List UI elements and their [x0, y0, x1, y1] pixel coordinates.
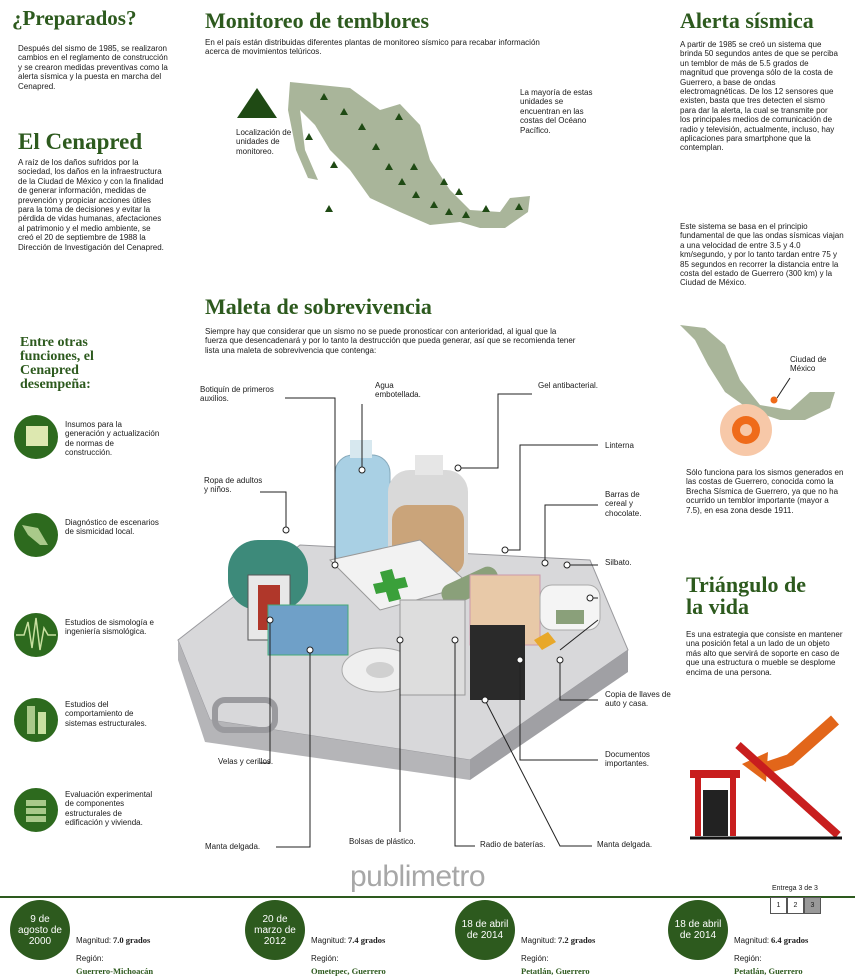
section-title: El Cenapred [18, 130, 142, 153]
region: Petatlán, Guerrero [734, 966, 803, 976]
paragraph: En el país están distribuidas diferentes… [205, 38, 545, 57]
map-label: Ciudad de México [790, 355, 838, 374]
event-date: 18 de abril de 2014 [668, 900, 728, 960]
event-date: 18 de abril de 2014 [455, 900, 515, 960]
magnitude: 7.0 grados [113, 935, 150, 945]
kit-item: Radio de baterías. [480, 840, 560, 849]
kit-item: Copia de llaves de auto y casa. [605, 690, 675, 709]
kit-item: Botiquín de primeros auxilios. [200, 385, 280, 404]
region-label: Región: [311, 954, 339, 963]
event-date: 9 de agosto de 2000 [10, 900, 70, 960]
kit-item: Linterna [605, 441, 665, 450]
function-icons [14, 415, 58, 832]
kit-item: Agua embotellada. [375, 381, 435, 400]
section-title: ¿Preparados? [12, 8, 136, 29]
subtitle: Entre otras funciones, el Cenapred desem… [20, 336, 115, 392]
kit-item: Documentos importantes. [605, 750, 670, 769]
section-title: Triángulo de la vida [686, 574, 806, 618]
map-note: La mayoría de estas unidades se encuentr… [520, 88, 600, 135]
magnitude: 7.4 grados [348, 935, 385, 945]
monitoring-map [288, 82, 530, 228]
kit-item: Manta delgada. [597, 840, 667, 849]
function-item: Insumos para la generación y actualizaci… [65, 420, 160, 458]
function-item: Diagnóstico de escenarios de sismicidad … [65, 518, 160, 537]
paragraph: A partir de 1985 se creó un sistema que … [680, 40, 840, 153]
magnitude-label: Magnitud: [311, 936, 346, 945]
region: Guerrero-Michoacán [76, 966, 153, 976]
map-label: Localización de unidades de monitoreo. [236, 128, 306, 156]
magnitude-label: Magnitud: [521, 936, 556, 945]
kit-item: Barras de cereal y chocolate. [605, 490, 660, 518]
paragraph: Este sistema se basa en el principio fun… [680, 222, 845, 288]
function-item: Estudios del comportamiento de sistemas … [65, 700, 160, 728]
paragraph: Es una estrategia que consiste en manten… [686, 630, 846, 677]
kit-item: Bolsas de plástico. [349, 837, 419, 846]
triangle-of-life [690, 720, 842, 838]
magnitude: 6.4 grados [771, 935, 808, 945]
region: Ometepec, Guerrero [311, 966, 386, 976]
function-item: Estudios de sismología e ingeniería sism… [65, 618, 160, 637]
section-title: Maleta de sobrevivencia [205, 296, 432, 318]
delivery-part: 3 [804, 897, 821, 914]
section-title: Monitoreo de temblores [205, 10, 429, 32]
kit-item: Ropa de adultos y niños. [204, 476, 264, 495]
paragraph: A raíz de los daños sufridos por la soci… [18, 158, 168, 252]
magnitude-label: Magnitud: [76, 936, 111, 945]
delivery-part: 2 [787, 897, 804, 914]
kit-item: Gel antibacterial. [538, 381, 608, 390]
kit-item: Velas y cerillos. [218, 757, 278, 766]
function-item: Evaluación experimental de componentes e… [65, 790, 160, 828]
event-date: 20 de marzo de 2012 [245, 900, 305, 960]
region-label: Región: [734, 954, 762, 963]
paragraph: Sólo funciona para los sismos generados … [686, 468, 846, 515]
kit-item: Silbato. [605, 558, 655, 567]
delivery-part: 1 [770, 897, 787, 914]
kit-item: Manta delgada. [205, 842, 275, 851]
delivery-label: Entrega 3 de 3 [772, 885, 818, 892]
page: { "preparados": {"title": "¿Preparados?"… [0, 0, 855, 977]
section-title: Alerta sísmica [680, 10, 814, 32]
region-label: Región: [76, 954, 104, 963]
paragraph: Siempre hay que considerar que un sismo … [205, 327, 580, 355]
region: Petatlán, Guerrero [521, 966, 590, 976]
alert-map [680, 325, 835, 456]
magnitude-label: Magnitud: [734, 936, 769, 945]
paragraph: Después del sismo de 1985, se realizaron… [18, 44, 173, 91]
brand: publimetro [350, 860, 485, 894]
magnitude: 7.2 grados [558, 935, 595, 945]
region-label: Región: [521, 954, 549, 963]
